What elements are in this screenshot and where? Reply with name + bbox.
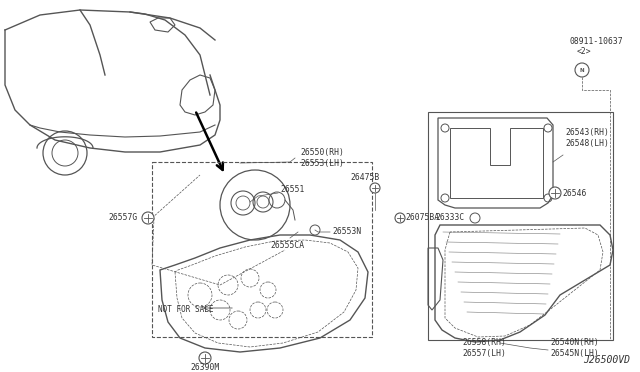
Text: 26540N(RH)
26545N(LH): 26540N(RH) 26545N(LH) bbox=[550, 338, 599, 358]
Circle shape bbox=[142, 212, 154, 224]
Circle shape bbox=[395, 213, 405, 223]
Text: 26543(RH)
26548(LH): 26543(RH) 26548(LH) bbox=[565, 128, 609, 148]
Text: 26075BA: 26075BA bbox=[405, 214, 439, 222]
Text: 26553N: 26553N bbox=[332, 228, 361, 237]
Text: NOT FOR SALE: NOT FOR SALE bbox=[158, 305, 214, 314]
Circle shape bbox=[199, 352, 211, 364]
Text: 26555CA: 26555CA bbox=[270, 241, 304, 250]
Text: 26551: 26551 bbox=[280, 186, 305, 195]
Bar bbox=[152, 162, 372, 337]
Text: 26550(RH)
26553(LH): 26550(RH) 26553(LH) bbox=[300, 148, 344, 168]
Text: 26475B: 26475B bbox=[350, 173, 380, 182]
Text: 26546: 26546 bbox=[562, 189, 586, 198]
Text: 26390M: 26390M bbox=[190, 363, 220, 372]
Text: 26558(RH)
26557(LH): 26558(RH) 26557(LH) bbox=[462, 338, 506, 358]
Circle shape bbox=[549, 187, 561, 199]
Text: J26500VD: J26500VD bbox=[583, 355, 630, 365]
Circle shape bbox=[575, 63, 589, 77]
Circle shape bbox=[470, 213, 480, 223]
Text: <2>: <2> bbox=[577, 48, 591, 57]
Circle shape bbox=[310, 225, 320, 235]
Circle shape bbox=[370, 183, 380, 193]
Text: N: N bbox=[580, 67, 584, 73]
Text: 08911-10637: 08911-10637 bbox=[570, 38, 623, 46]
Text: 26557G: 26557G bbox=[109, 214, 138, 222]
Bar bbox=[428, 112, 613, 340]
Text: 26333C: 26333C bbox=[435, 214, 464, 222]
